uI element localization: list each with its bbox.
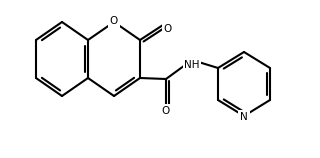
- Text: O: O: [164, 24, 172, 34]
- Text: O: O: [162, 106, 170, 116]
- Text: O: O: [110, 16, 118, 26]
- Text: NH: NH: [184, 60, 200, 70]
- Text: N: N: [240, 112, 248, 122]
